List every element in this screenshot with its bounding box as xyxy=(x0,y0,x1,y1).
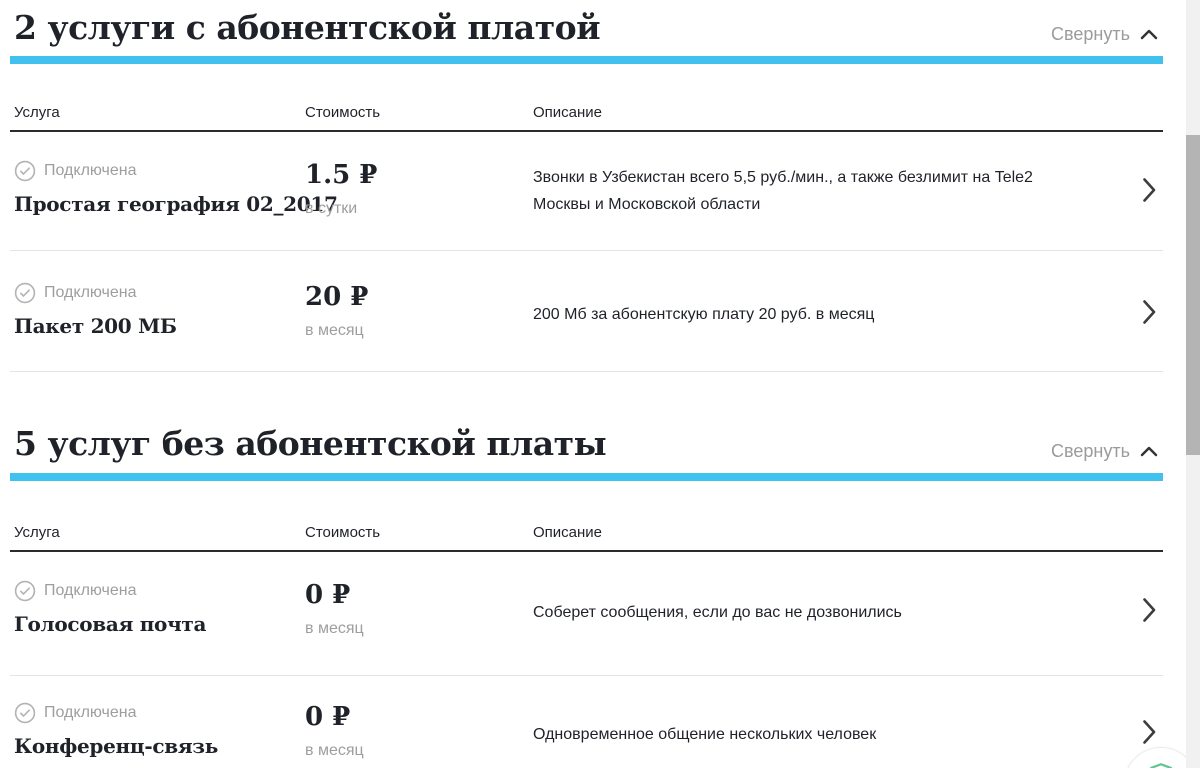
table-row[interactable]: Подключена Голосовая почта 0 ₽ в месяц С… xyxy=(0,568,1163,670)
section-2-title: 5 услуг без абонентской платы xyxy=(14,424,607,463)
service-description: Соберет сообщения, если до вас не дозвон… xyxy=(533,604,902,621)
service-price: 20 ₽ xyxy=(305,282,369,312)
price-period: в месяц xyxy=(305,620,364,637)
price-period: в сутки xyxy=(305,200,358,217)
service-price: 1.5 ₽ xyxy=(305,160,378,190)
status-label: Подключена xyxy=(44,284,137,301)
section-1-collapse-button[interactable]: Свернуть xyxy=(1051,24,1158,45)
collapse-label: Свернуть xyxy=(1051,441,1130,461)
status-badge: Подключена xyxy=(14,282,137,304)
column-header-description: Описание xyxy=(533,104,603,121)
section-2-accent-bar xyxy=(10,473,1163,481)
status-badge: Подключена xyxy=(14,702,137,724)
status-label: Подключена xyxy=(44,582,137,599)
service-name: Простая география 02_2017 xyxy=(14,192,338,216)
check-circle-icon xyxy=(14,160,36,182)
check-circle-icon xyxy=(14,282,36,304)
table-header-line xyxy=(10,550,1163,552)
table-header-line xyxy=(10,130,1163,132)
service-name: Конференц-связь xyxy=(14,734,219,758)
status-badge: Подключена xyxy=(14,160,137,182)
column-header-service: Услуга xyxy=(14,524,60,541)
service-price: 0 ₽ xyxy=(305,702,351,732)
chevron-up-icon xyxy=(1140,24,1158,45)
price-period: в месяц xyxy=(305,322,364,339)
row-divider xyxy=(10,250,1163,251)
chevron-right-icon[interactable] xyxy=(1142,299,1157,330)
table-row[interactable]: Подключена Конференц-связь 0 ₽ в месяц О… xyxy=(0,690,1163,768)
chevron-right-icon[interactable] xyxy=(1142,597,1157,628)
shield-check-icon xyxy=(1144,748,1178,768)
status-label: Подключена xyxy=(44,704,137,721)
table-row[interactable]: Подключена Простая география 02_2017 1.5… xyxy=(0,148,1163,250)
column-header-cost: Стоимость xyxy=(305,524,381,541)
service-description: Звонки в Узбекистан всего 5,5 руб./мин.,… xyxy=(533,169,1033,213)
status-label: Подключена xyxy=(44,162,137,179)
service-name: Голосовая почта xyxy=(14,612,207,636)
row-divider xyxy=(10,675,1163,676)
check-circle-icon xyxy=(14,702,36,724)
section-2-collapse-button[interactable]: Свернуть xyxy=(1051,441,1158,462)
service-description: 200 Мб за абонентскую плату 20 руб. в ме… xyxy=(533,306,875,323)
service-price: 0 ₽ xyxy=(305,580,351,610)
check-circle-icon xyxy=(14,580,36,602)
collapse-label: Свернуть xyxy=(1051,24,1130,44)
scrollbar-thumb[interactable] xyxy=(1186,135,1200,455)
column-header-description: Описание xyxy=(533,524,603,541)
service-description: Одновременное общение нескольких человек xyxy=(533,726,877,743)
chevron-right-icon[interactable] xyxy=(1142,719,1157,750)
row-divider xyxy=(10,371,1163,372)
chevron-right-icon[interactable] xyxy=(1142,177,1157,208)
section-1-title: 2 услуги с абонентской платой xyxy=(14,8,601,47)
status-badge: Подключена xyxy=(14,580,137,602)
table-row[interactable]: Подключена Пакет 200 МБ 20 ₽ в месяц 200… xyxy=(0,270,1163,372)
column-header-cost: Стоимость xyxy=(305,104,381,121)
chevron-up-icon xyxy=(1140,441,1158,462)
service-name: Пакет 200 МБ xyxy=(14,314,177,338)
price-period: в месяц xyxy=(305,742,364,759)
column-header-service: Услуга xyxy=(14,104,60,121)
section-1-accent-bar xyxy=(10,56,1163,64)
